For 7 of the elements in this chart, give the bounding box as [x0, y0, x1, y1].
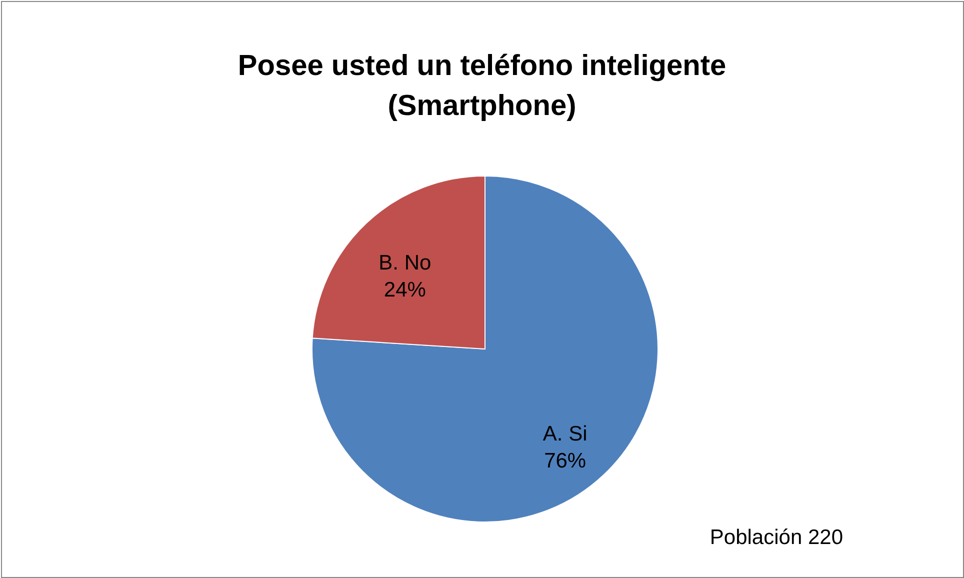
text: Población 220: [710, 526, 843, 549]
pie-slice: [312, 176, 658, 522]
chart-title: Posee usted un teléfono inteligente (Smartphone): [238, 50, 726, 122]
data-label: 24%: [384, 278, 426, 302]
slice-label: A. Si: [542, 422, 588, 446]
slice-label: B. No: [378, 252, 432, 275]
data-label: 76%: [544, 449, 586, 472]
